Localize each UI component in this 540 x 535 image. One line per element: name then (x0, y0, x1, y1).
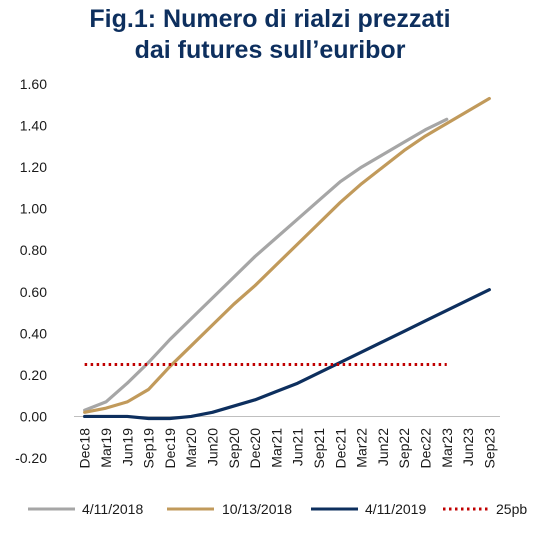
x-tick-label: Dec20 (247, 428, 263, 469)
y-tick-label: 0.60 (20, 284, 47, 300)
y-tick-label: -0.20 (15, 450, 47, 466)
x-tick-label: Mar21 (268, 428, 284, 468)
chart-title-line-2: dai futures sull’euribor (134, 36, 406, 64)
y-tick-label: 1.60 (20, 76, 47, 92)
x-tick-label: Mar20 (183, 428, 199, 468)
y-tick-label: 0.40 (20, 325, 47, 341)
y-tick-label: 0.80 (20, 242, 47, 258)
x-tick-label: Mar22 (354, 428, 370, 468)
y-tick-label: 1.20 (20, 159, 47, 175)
series-line-1 (83, 96, 491, 414)
x-tick-label: Jun22 (375, 428, 391, 466)
y-tick-label: 1.00 (20, 201, 47, 217)
x-tick-label: Sep22 (396, 428, 412, 469)
chart-title: Fig.1: Numero di rialzi prezzati dai fut… (0, 4, 540, 66)
legend: 4/11/2018 10/13/2018 4/11/2019 25pb (28, 501, 527, 517)
x-tick-label: Jun23 (460, 428, 476, 466)
x-tick-label: Dec21 (332, 428, 348, 469)
x-tick-label: Sep19 (141, 428, 157, 469)
x-tick-label: Jun19 (119, 428, 135, 466)
legend-label-0: 4/11/2018 (82, 501, 143, 517)
x-tick-label: Mar19 (98, 428, 114, 468)
legend-label-2: 4/11/2019 (365, 501, 426, 517)
x-tick-label: Dec22 (417, 428, 433, 469)
y-tick-label: 1.40 (20, 118, 47, 134)
series-line-2 (83, 288, 491, 421)
legend-label-1: 10/13/2018 (222, 501, 292, 517)
y-tick-label: 0.00 (20, 408, 47, 424)
x-tick-label: Jun21 (290, 428, 306, 466)
series-layer (83, 96, 491, 421)
y-axis: -0.20 0.00 0.20 0.40 0.60 0.80 1.00 1.20 1.40 1.6… (15, 76, 47, 466)
x-tick-label: Sep20 (226, 428, 242, 469)
x-axis: Dec18 Mar19 Jun19 Sep19 Dec19 Mar20 Jun20 Sep20… (77, 428, 498, 469)
series-line-0 (83, 117, 449, 412)
x-tick-label: Jun20 (204, 428, 220, 466)
x-tick-label: Dec19 (162, 428, 178, 469)
chart-title-line-1: Fig.1: Numero di rialzi prezzati (89, 5, 451, 33)
legend-label-3: 25pb (496, 501, 527, 517)
x-tick-label: Sep23 (481, 428, 497, 469)
x-tick-label: Mar23 (439, 428, 455, 468)
x-tick-label: Dec18 (77, 428, 93, 469)
x-tick-label: Sep21 (311, 428, 327, 469)
y-tick-label: 0.20 (20, 367, 47, 383)
